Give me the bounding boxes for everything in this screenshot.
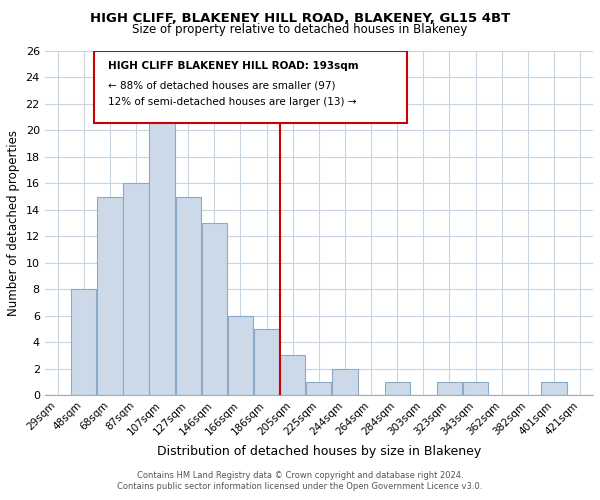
Bar	[463, 382, 488, 395]
Bar	[228, 316, 253, 395]
Text: Contains public sector information licensed under the Open Government Licence v3: Contains public sector information licen…	[118, 482, 482, 491]
Text: Contains HM Land Registry data © Crown copyright and database right 2024.: Contains HM Land Registry data © Crown c…	[137, 471, 463, 480]
Bar	[306, 382, 331, 395]
Bar	[71, 289, 97, 395]
Text: 12% of semi-detached houses are larger (13) →: 12% of semi-detached houses are larger (…	[107, 98, 356, 108]
Y-axis label: Number of detached properties: Number of detached properties	[7, 130, 20, 316]
Text: ← 88% of detached houses are smaller (97): ← 88% of detached houses are smaller (97…	[107, 80, 335, 90]
Bar	[385, 382, 410, 395]
Bar	[332, 368, 358, 395]
X-axis label: Distribution of detached houses by size in Blakeney: Distribution of detached houses by size …	[157, 445, 481, 458]
Bar	[541, 382, 566, 395]
Bar	[254, 329, 279, 395]
Text: HIGH CLIFF BLAKENEY HILL ROAD: 193sqm: HIGH CLIFF BLAKENEY HILL ROAD: 193sqm	[107, 62, 358, 72]
Text: Size of property relative to detached houses in Blakeney: Size of property relative to detached ho…	[133, 22, 467, 36]
Bar	[124, 184, 149, 395]
Bar	[280, 356, 305, 395]
Bar	[176, 196, 201, 395]
Bar	[97, 196, 122, 395]
Text: HIGH CLIFF, BLAKENEY HILL ROAD, BLAKENEY, GL15 4BT: HIGH CLIFF, BLAKENEY HILL ROAD, BLAKENEY…	[90, 12, 510, 26]
Bar	[437, 382, 462, 395]
FancyBboxPatch shape	[94, 51, 407, 123]
Bar	[149, 104, 175, 395]
Bar	[202, 223, 227, 395]
